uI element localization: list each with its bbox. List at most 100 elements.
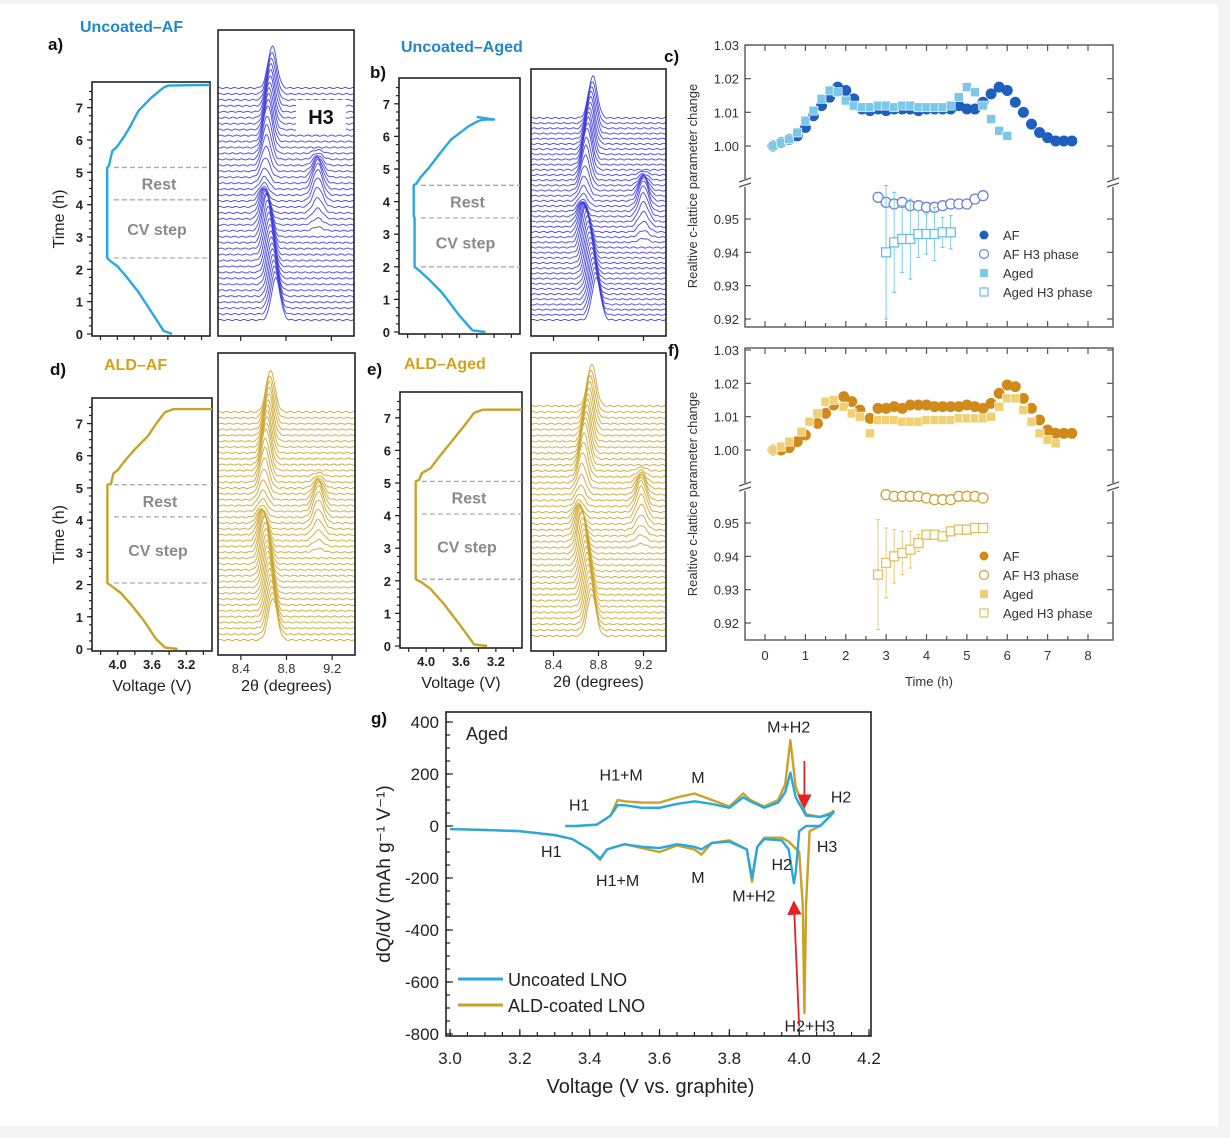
xrd-pattern (531, 452, 666, 484)
data-point (820, 396, 831, 407)
x-tick-label: 8.8 (589, 657, 607, 672)
aged-annotation: Aged (466, 724, 508, 744)
xrd-pattern (531, 511, 666, 555)
x-tick-label: 3.6 (143, 657, 161, 672)
series-aged-h3-phase (872, 519, 989, 631)
y-tick-label: 0 (384, 639, 391, 654)
data-point (832, 87, 843, 97)
x-axis-label: Voltage (V) (421, 675, 500, 692)
xrd-pattern (218, 158, 354, 185)
data-point (921, 102, 932, 113)
x-tick-label: 8.4 (544, 657, 562, 672)
series-af-h3-phase (872, 190, 989, 213)
xrd-pattern (531, 422, 666, 467)
xrd-pattern (218, 189, 354, 226)
xrd-pattern (531, 477, 666, 502)
xrd-pattern (531, 236, 666, 280)
panel-label: b) (370, 63, 386, 82)
data-point (970, 87, 980, 97)
panel-title: ALD–AF (104, 357, 167, 374)
data-point (1017, 106, 1029, 118)
y-tick-label: 4 (76, 198, 84, 213)
x-tick-label: 8 (1084, 648, 1091, 663)
y-tick-label: 1 (384, 606, 391, 621)
xrd-pattern (531, 136, 666, 177)
legend-label: Uncoated LNO (508, 970, 627, 990)
data-point (953, 92, 964, 102)
legend-marker (980, 269, 988, 277)
phase-label: H3 (817, 839, 838, 856)
phase-label: M (691, 770, 704, 787)
xrd-pattern (531, 593, 666, 638)
y-tick-label: 4 (384, 509, 392, 524)
xrd-pattern (218, 115, 354, 155)
phase-label: M+H2 (767, 719, 810, 736)
xrd-pattern (531, 493, 666, 520)
x-axis-label: Time (h) (905, 674, 953, 689)
xrd-pattern (218, 92, 354, 137)
series-aged (768, 82, 1013, 151)
data-point (993, 387, 1005, 399)
data-point (1009, 96, 1021, 108)
x-tick-label: 3.8 (718, 1049, 742, 1068)
xrd-pattern (531, 201, 666, 228)
xrd-pattern (531, 177, 666, 203)
data-point (985, 88, 997, 100)
xrd-patterns (531, 75, 666, 322)
xrd-pattern (531, 387, 666, 431)
xrd-pattern (218, 415, 355, 460)
axis-break-gap (1109, 483, 1117, 491)
data-point (1034, 428, 1045, 439)
xrd-pattern (531, 175, 666, 197)
y-tick-label: 2 (384, 574, 391, 589)
data-point (905, 100, 916, 111)
data-point (768, 141, 778, 151)
data-point (978, 100, 988, 111)
data-point (977, 492, 989, 504)
xrd-patterns (218, 45, 354, 322)
xrd-pattern (531, 363, 666, 408)
xrd-pattern (218, 145, 354, 173)
xrd-pattern (218, 446, 355, 484)
x-tick-label: 4.2 (857, 1049, 881, 1068)
y-tick-label: 0 (76, 327, 83, 342)
series-af (767, 81, 1078, 152)
data-point (994, 126, 1004, 136)
y-tick-label: -200 (405, 869, 439, 888)
xrd-pattern (218, 156, 354, 179)
xrd-pattern (531, 480, 666, 508)
data-point (847, 408, 857, 419)
data-point (953, 413, 964, 424)
xrd-pattern (218, 177, 354, 203)
data-point (849, 100, 859, 111)
x-tick-label: 6 (1004, 648, 1011, 663)
x-tick-label: 4.0 (787, 1049, 811, 1068)
data-point (838, 391, 850, 403)
y-tick-label: 1.00 (714, 443, 739, 458)
x-tick-label: 8.8 (277, 661, 295, 676)
data-point (986, 114, 996, 124)
voltage-curve (106, 83, 210, 336)
y-tick-label: 0.93 (714, 583, 739, 598)
x-tick-label: 9.2 (323, 661, 341, 676)
series-af (767, 379, 1078, 456)
data-point (880, 557, 892, 569)
legend-label: Aged H3 phase (1003, 606, 1093, 621)
cv-step-label: CV step (128, 543, 188, 560)
xrd-pattern (218, 169, 354, 197)
y-tick-label: 0.93 (714, 279, 739, 294)
data-point (792, 127, 803, 138)
y-axis-label: dQ/dV (mAh g⁻¹ V⁻¹) (374, 785, 395, 962)
xrd-pattern (218, 375, 355, 419)
xrd-pattern (218, 514, 355, 554)
xrd-pattern (218, 386, 355, 431)
y-tick-label: 1 (383, 292, 390, 307)
xrd-pattern (531, 503, 666, 526)
data-point (945, 100, 956, 111)
data-point (865, 102, 875, 113)
plot-frame (445, 711, 872, 1037)
x-tick-label: 4 (923, 648, 930, 663)
xrd-pattern (218, 187, 354, 209)
data-point (1066, 135, 1078, 147)
y-tick-label: 3 (76, 545, 83, 560)
